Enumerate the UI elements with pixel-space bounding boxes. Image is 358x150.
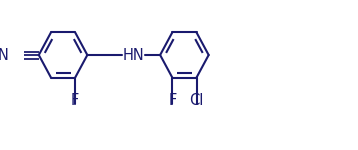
Text: F: F [71, 93, 79, 108]
Text: Cl: Cl [189, 93, 204, 108]
Text: N: N [0, 48, 8, 63]
Text: HN: HN [122, 48, 144, 63]
Text: F: F [168, 93, 176, 108]
